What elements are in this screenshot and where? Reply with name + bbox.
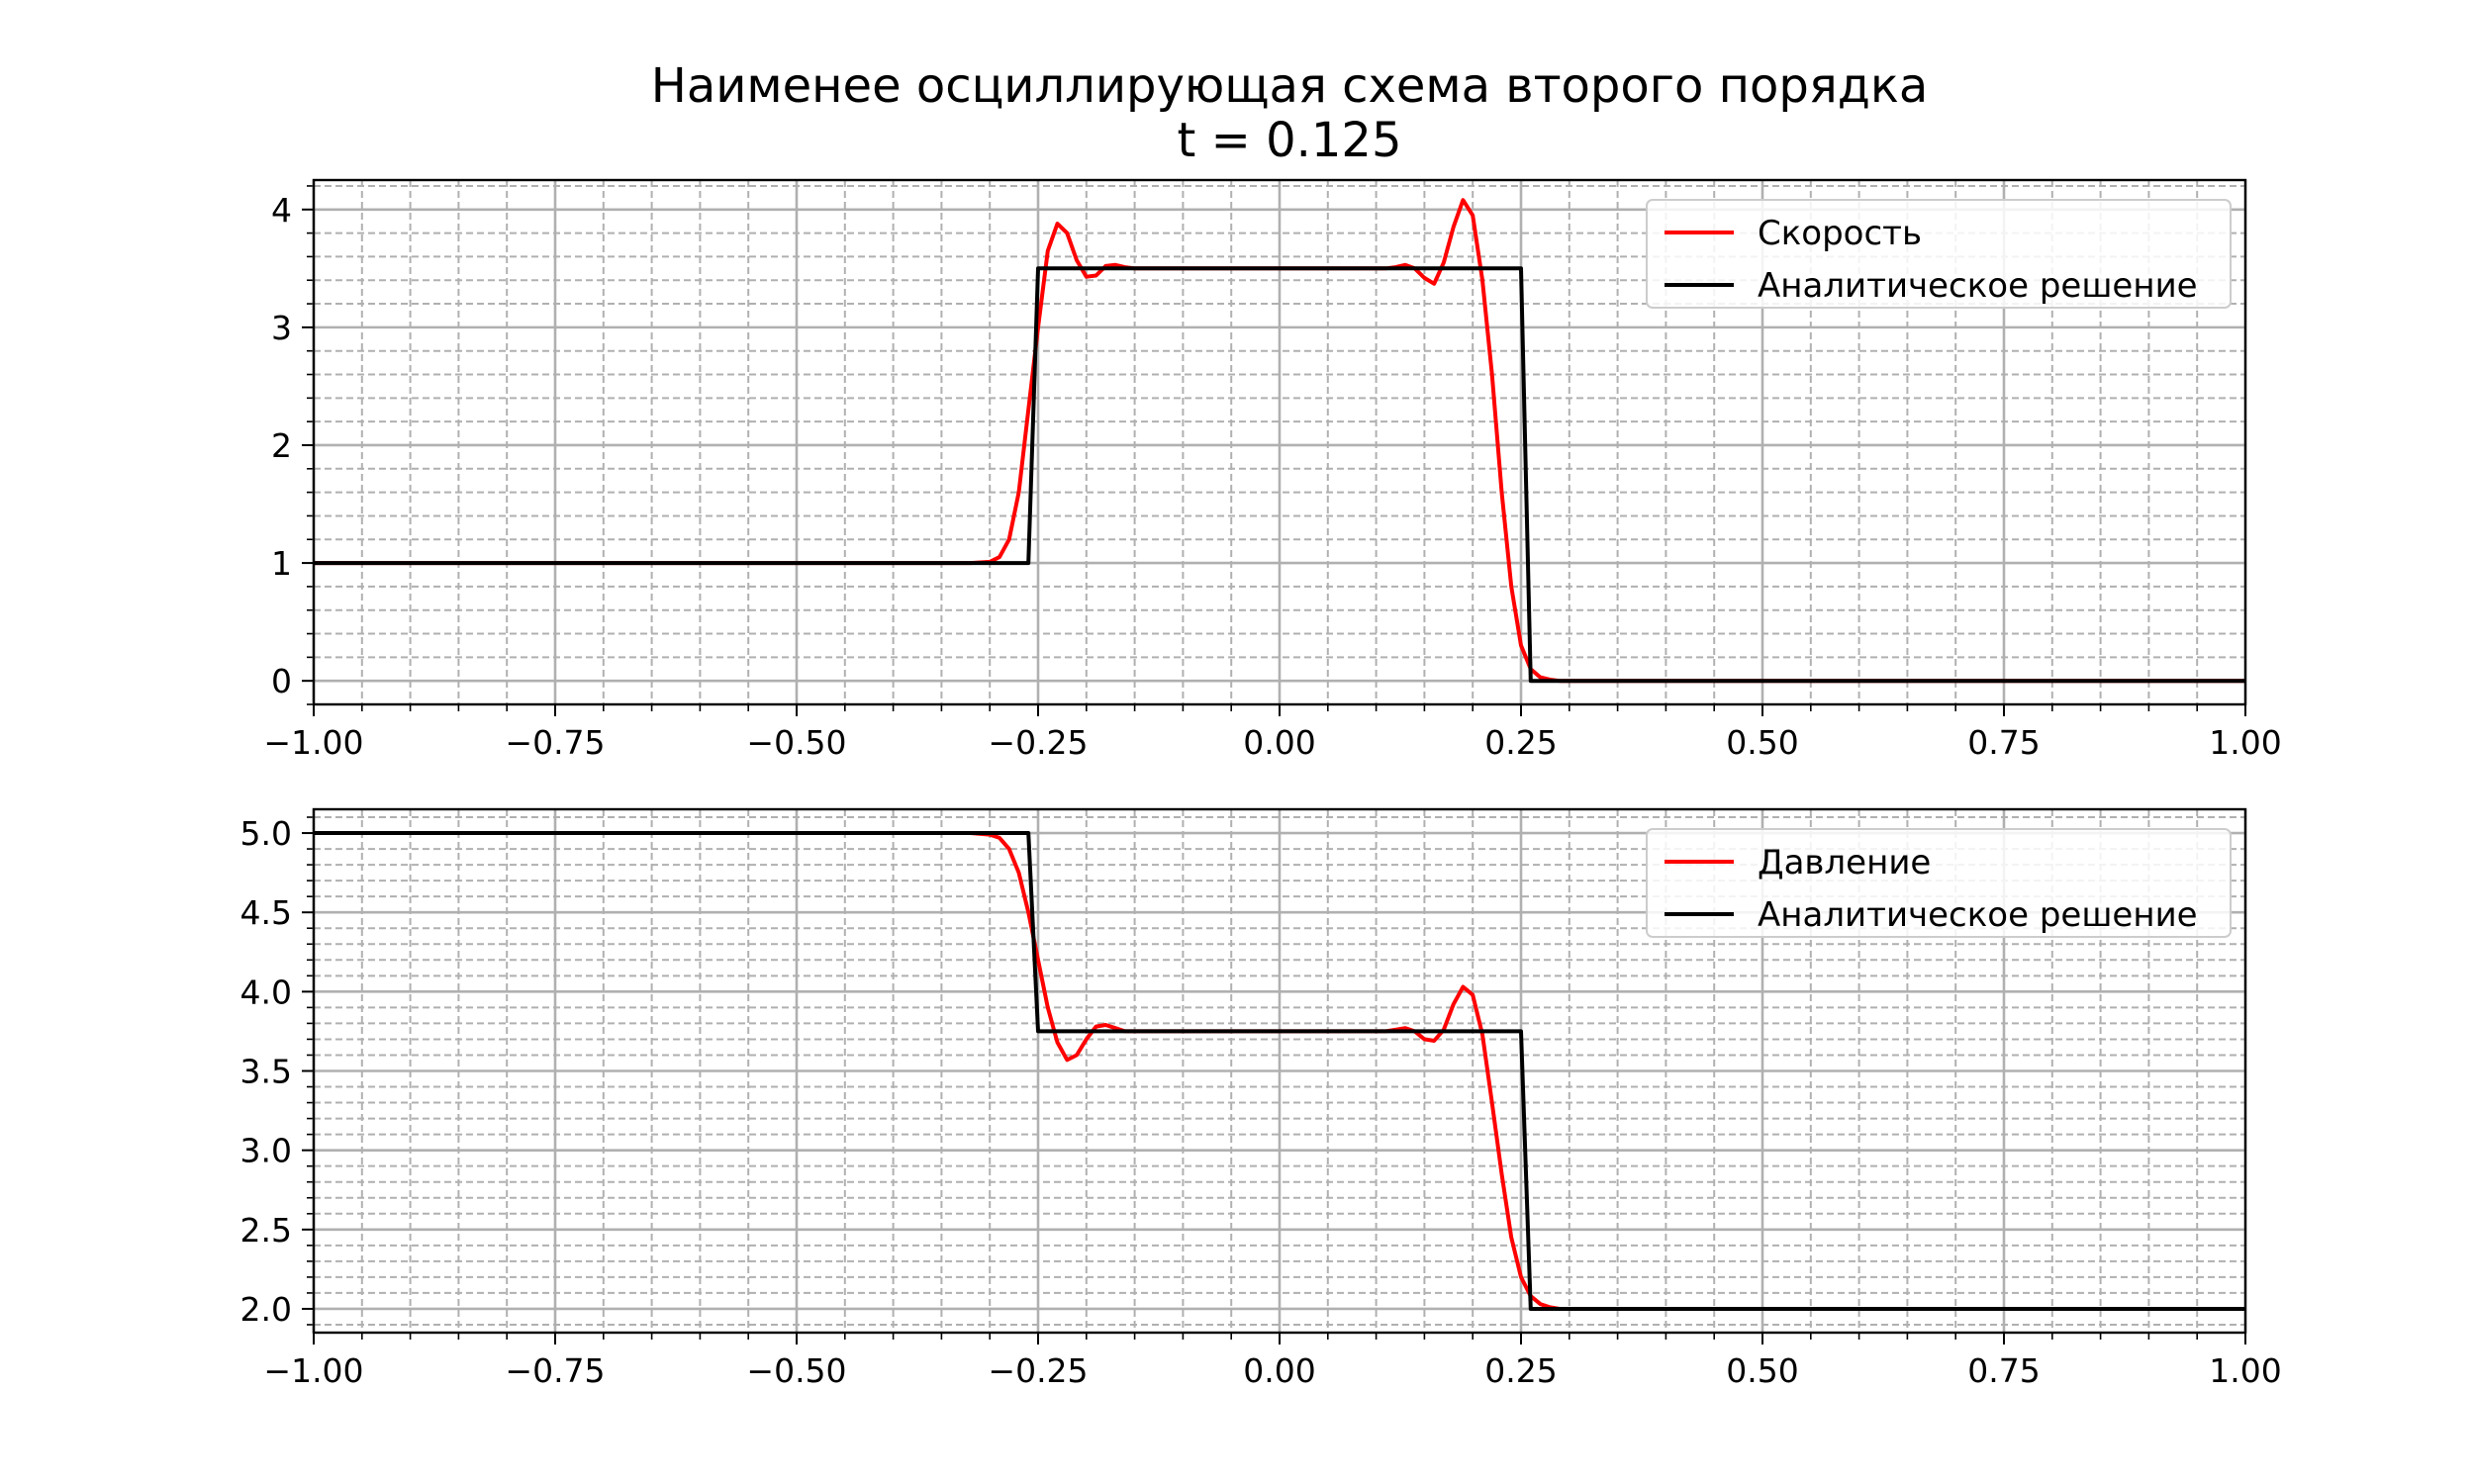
analytic-solution-line [314,266,2245,684]
y-tick-label: 4.5 [240,893,292,932]
x-tick-label: 0.50 [1726,1351,1798,1390]
y-tick-label: 2.0 [240,1290,292,1329]
legend-box [1646,828,2232,938]
x-tick-label: 0.25 [1484,723,1557,762]
legend-label: Скорость [1758,214,1922,253]
x-tick-label: −0.25 [988,1351,1088,1390]
x-tick-label: −0.75 [505,1351,605,1390]
x-tick-label: −1.00 [263,1351,363,1390]
legend-box [1646,199,2232,309]
x-tick-label: 1.00 [2209,1351,2281,1390]
y-tick-label: 5.0 [240,814,292,853]
velocity-plot: −1.00 −0.75 −0.50 −0.25 0.00 0.25 0.50 0.75 1.00… [263,178,2282,762]
x-tick-label: −0.25 [988,723,1088,762]
x-tick-label: 1.00 [2209,723,2281,762]
x-tick-label: 0.50 [1726,723,1798,762]
legend-label: Аналитическое решение [1758,895,2198,935]
figure-title: Наименее осциллирующая схема второго пор… [651,58,1929,114]
legend: Скорость Аналитическое решение [1646,199,2232,309]
legend-label: Давление [1758,843,1931,882]
y-tick-label: 1 [271,544,292,583]
y-tick-label: 2 [271,426,292,465]
figure-subtitle: t = 0.125 [1178,113,1402,168]
legend: Давление Аналитическое решение [1646,828,2232,938]
axes-frame [312,178,2247,706]
y-tick-label: 3.5 [240,1053,292,1091]
x-tick-label: 0.25 [1484,1351,1557,1390]
y-tick-label: 4 [271,191,292,230]
y-tick-label: 2.5 [240,1211,292,1250]
x-tick-label: −0.50 [746,723,846,762]
x-tick-label: 0.00 [1243,1351,1315,1390]
analytic-solution-line [314,831,2245,1311]
y-tick-label: 0 [271,662,292,700]
x-tick-label: −0.50 [746,1351,846,1390]
pressure-plot: −1.00 −0.75 −0.50 −0.25 0.00 0.25 0.50 0.75 1.00… [240,807,2282,1390]
x-tick-label: −0.75 [505,723,605,762]
x-tick-label: 0.00 [1243,723,1315,762]
x-tick-label: −1.00 [263,723,363,762]
x-tick-label: 0.75 [1967,1351,2040,1390]
x-tick-label: 0.75 [1967,723,2040,762]
y-tick-label: 3 [271,309,292,347]
axes-frame [312,807,2247,1335]
y-tick-label: 3.0 [240,1132,292,1170]
legend-label: Аналитическое решение [1758,266,2198,306]
y-tick-label: 4.0 [240,973,292,1011]
